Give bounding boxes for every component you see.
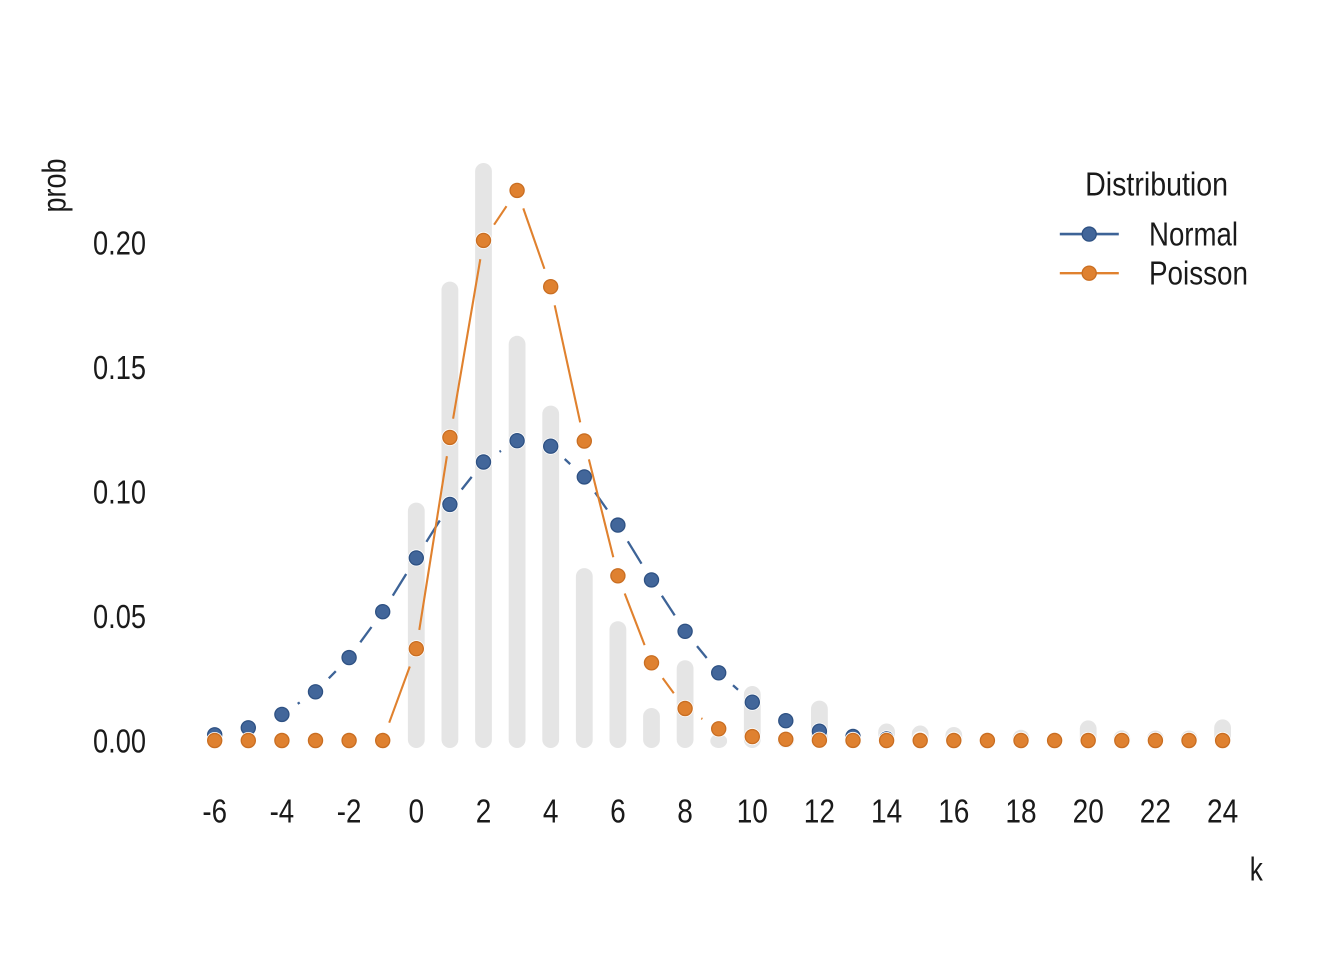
svg-text:24: 24 xyxy=(1207,793,1238,830)
svg-text:20: 20 xyxy=(1073,793,1104,830)
svg-text:0.00: 0.00 xyxy=(93,722,146,759)
svg-text:0.10: 0.10 xyxy=(93,473,146,510)
svg-text:22: 22 xyxy=(1140,793,1171,830)
svg-text:k: k xyxy=(1250,850,1263,887)
svg-text:12: 12 xyxy=(804,793,835,830)
svg-text:-2: -2 xyxy=(337,793,362,830)
svg-text:8: 8 xyxy=(677,793,693,830)
svg-text:-6: -6 xyxy=(202,793,227,830)
svg-text:14: 14 xyxy=(871,793,902,830)
svg-text:4: 4 xyxy=(543,793,559,830)
svg-text:prob: prob xyxy=(35,159,72,213)
svg-text:0: 0 xyxy=(409,793,425,830)
svg-text:-4: -4 xyxy=(270,793,295,830)
svg-text:10: 10 xyxy=(737,793,768,830)
svg-text:Poisson: Poisson xyxy=(1149,255,1248,292)
svg-text:0.05: 0.05 xyxy=(93,598,146,635)
svg-text:6: 6 xyxy=(610,793,626,830)
svg-text:18: 18 xyxy=(1005,793,1036,830)
svg-text:0.15: 0.15 xyxy=(93,349,146,386)
svg-text:Normal: Normal xyxy=(1149,215,1238,252)
svg-text:16: 16 xyxy=(938,793,969,830)
svg-text:0.20: 0.20 xyxy=(93,224,146,261)
svg-text:2: 2 xyxy=(476,793,492,830)
svg-text:Distribution: Distribution xyxy=(1085,165,1228,202)
